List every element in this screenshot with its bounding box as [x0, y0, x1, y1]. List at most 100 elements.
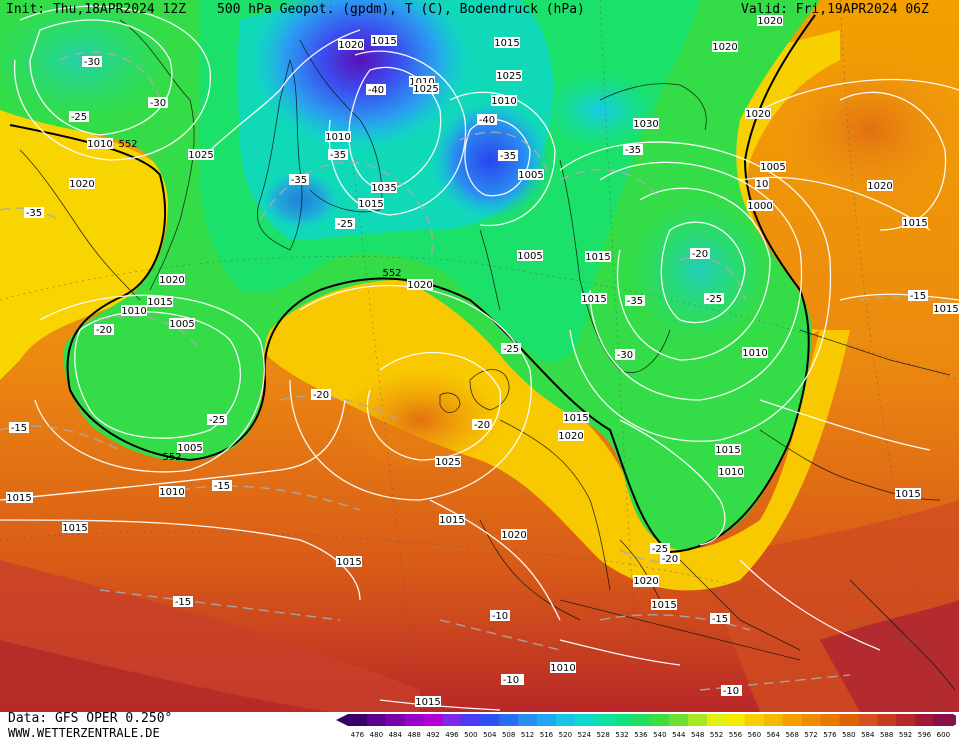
- isobar-label: 1020: [757, 16, 782, 27]
- isotherm-label-bg: [212, 480, 232, 491]
- isobar-label: 1005: [177, 443, 202, 454]
- isotherm-label: -30: [617, 350, 633, 361]
- isobar-label-bg: [742, 347, 768, 358]
- isobar-label: 1005: [517, 251, 542, 262]
- colorbar-swatch: [404, 714, 425, 726]
- isobar-label-bg: [760, 161, 786, 172]
- isobar-label: 1000: [747, 201, 772, 212]
- isobar-label-bg: [745, 108, 771, 119]
- isobar-label-bg: [159, 486, 185, 497]
- isotherm-label-bg: [148, 97, 168, 108]
- isobar-label: 1015: [585, 252, 610, 263]
- colorbar-swatch: [820, 714, 840, 726]
- isobar-label: 1020: [712, 42, 737, 53]
- isotherm-label-bg: [24, 207, 44, 218]
- colorbar-right-arrow: [952, 714, 956, 726]
- isotherm-label: -25: [337, 219, 353, 230]
- isobar-label: 1035: [371, 183, 396, 194]
- colorbar-tick-label: 500: [464, 731, 477, 739]
- isobar-label: 1015: [371, 36, 396, 47]
- colorbar-swatch: [877, 714, 897, 726]
- isobar-label: 1005: [760, 162, 785, 173]
- colorbar-swatch: [555, 714, 576, 726]
- isobar-label-bg: [755, 178, 769, 189]
- valid-time: Valid: Fri,19APR2024 06Z: [741, 2, 929, 17]
- isobar-label-bg: [415, 696, 441, 707]
- isotherm-label: -35: [330, 150, 346, 161]
- isobar-label: 1025: [413, 84, 438, 95]
- colorbar-swatch: [744, 714, 765, 726]
- colorbar-tick-label: 580: [842, 731, 855, 739]
- isobar-label-bg: [581, 293, 607, 304]
- colorbar-tick-label: 532: [615, 731, 628, 739]
- colorbar-swatch: [593, 714, 614, 726]
- isotherm-label: -15: [175, 597, 191, 608]
- colorbar-swatch: [574, 714, 595, 726]
- isotherm-label: -30: [150, 98, 166, 109]
- colorbar-swatch: [726, 714, 746, 726]
- colorbar-tick-label: 564: [767, 731, 781, 739]
- isobar-label-bg: [371, 182, 397, 193]
- isotherm-label: -40: [368, 85, 384, 96]
- colorbar-tick-label: 592: [899, 731, 912, 739]
- colorbar-swatch: [461, 714, 481, 726]
- colorbar-tick-label: 588: [880, 731, 893, 739]
- isobar-label: 1015: [6, 493, 31, 504]
- colorbar-tick-label: 520: [559, 731, 572, 739]
- isobar-label: 1020: [407, 280, 432, 291]
- colorbar-swatch: [782, 714, 803, 726]
- colorbar-tick-label: 504: [483, 731, 497, 739]
- isotherm-label-bg: [660, 553, 680, 564]
- isotherm-label: -25: [71, 112, 87, 123]
- isotherm-label-bg: [335, 218, 355, 229]
- isobar-label-bg: [413, 83, 439, 94]
- isobar-label-bg: [371, 35, 397, 46]
- isotherm-label: -20: [474, 420, 490, 431]
- colorbar-tick-label: 516: [540, 731, 554, 739]
- isobar-label: 1015: [715, 445, 740, 456]
- isotherm-label: -10: [492, 611, 508, 622]
- colorbar-swatch: [669, 714, 689, 726]
- isotherm-label: -25: [652, 544, 668, 555]
- colorbar-swatch: [839, 714, 859, 726]
- isobar-label: 1005: [518, 170, 543, 181]
- isobar-label: 1025: [496, 71, 521, 82]
- colorbar-swatch: [915, 714, 935, 726]
- isobar-label: 1015: [651, 600, 676, 611]
- isobar-label: 1030: [633, 119, 658, 130]
- isobar-label: 1025: [435, 457, 460, 468]
- isotherm-label: -15: [712, 614, 728, 625]
- isobar-label-bg: [188, 149, 214, 160]
- isobar-label-bg: [895, 488, 921, 499]
- isobar-label-bg: [491, 95, 517, 106]
- isobar-label: 1005: [169, 319, 194, 330]
- isobar-label: 1010: [550, 663, 575, 674]
- isobar-label-bg: [633, 575, 659, 586]
- isobar-label: 1015: [415, 697, 440, 708]
- isotherm-label-bg: [9, 422, 29, 433]
- isobar-label-bg: [518, 169, 544, 180]
- isobar-label: 1010: [121, 306, 146, 317]
- isotherm-label-bg: [704, 293, 724, 304]
- isobar-label-bg: [147, 296, 173, 307]
- isobar-label: 1020: [633, 576, 658, 587]
- isotherm-label-bg: [94, 324, 114, 335]
- isotherm-label-bg: [311, 389, 331, 400]
- colorbar-swatch: [763, 714, 784, 726]
- isobar-label: 1015: [494, 38, 519, 49]
- colorbar-swatch: [896, 714, 916, 726]
- isobar-label-bg: [338, 39, 364, 50]
- isotherm-label-bg: [207, 414, 227, 425]
- isotherm-label: -15: [11, 423, 27, 434]
- isotherm-label: -25: [209, 415, 225, 426]
- colorbar-tick-label: 560: [748, 731, 761, 739]
- isobar-label-bg: [501, 529, 527, 540]
- isobar-label: 1015: [336, 557, 361, 568]
- colorbar-swatch: [518, 714, 538, 726]
- isobar-label: 1010: [409, 77, 434, 88]
- isotherm-label: -40: [479, 115, 495, 126]
- isotherm-label-bg: [366, 84, 386, 95]
- isobar-label-bg: [159, 274, 185, 285]
- isobar-label-bg: [62, 522, 88, 533]
- isotherm-label: -15: [214, 481, 230, 492]
